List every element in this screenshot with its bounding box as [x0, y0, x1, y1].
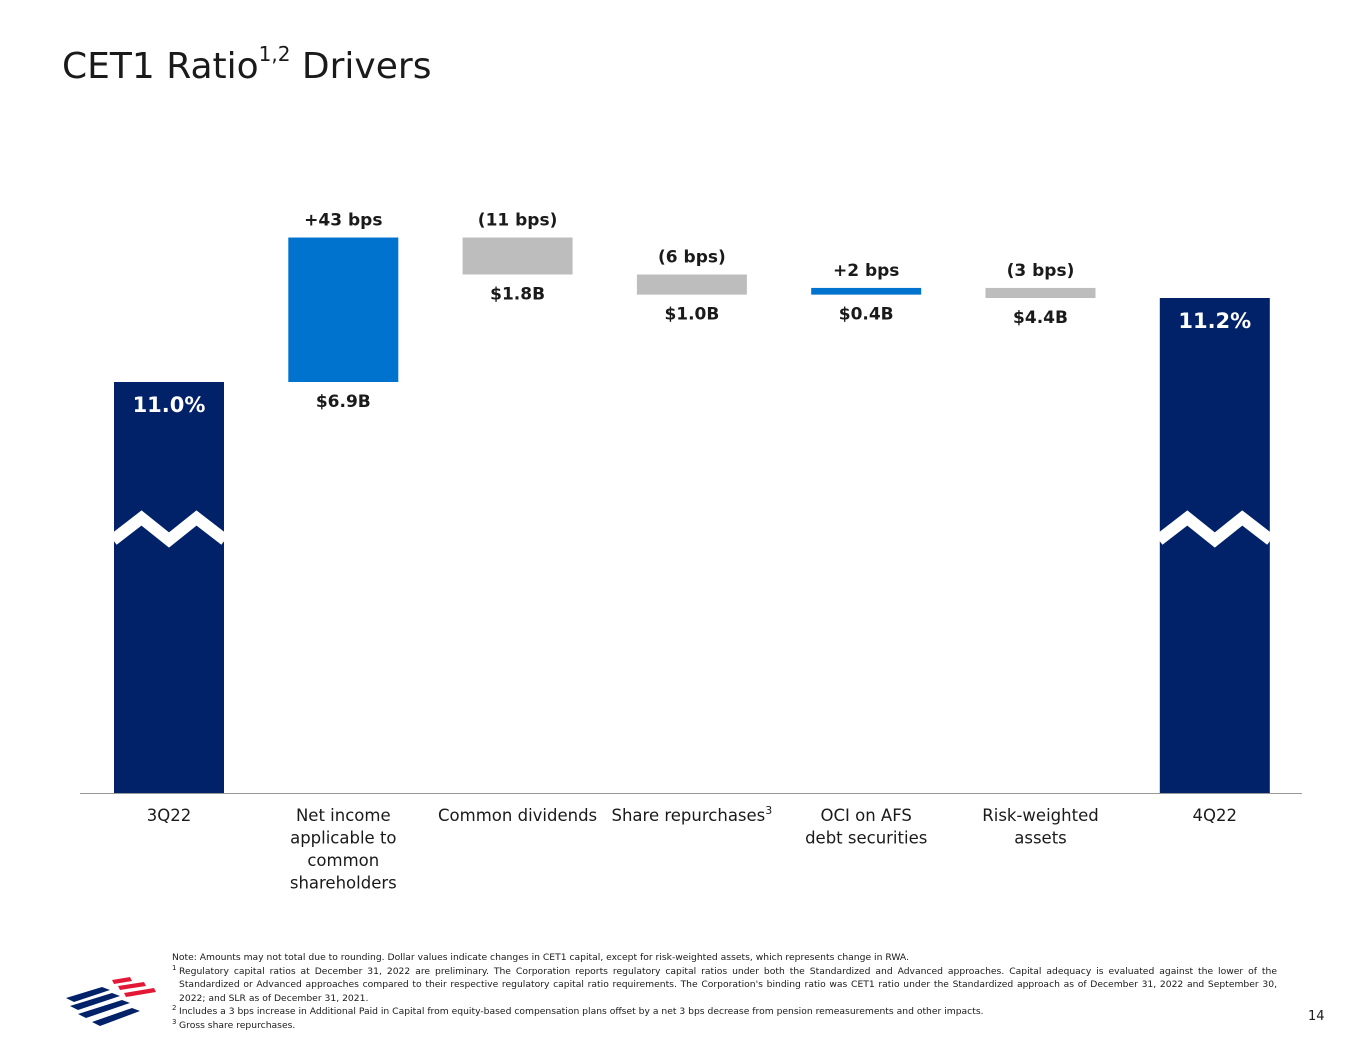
category-label-4q22-line-1: 4Q22 [1193, 806, 1237, 825]
footnotes: Note: Amounts may not total due to round… [172, 951, 1277, 1033]
category-label-step-4-line-1: OCI on AFS [821, 806, 912, 825]
flag-logo-red-stripes [112, 977, 156, 997]
bar-3q22-bar [114, 382, 224, 793]
page-title-footnote-ref: 1,2 [258, 42, 291, 66]
category-label-step-5-line-1: Risk-weighted [982, 806, 1098, 825]
step-1-change-label: +43 bps [304, 211, 382, 231]
category-label-step-4-line-2: debt securities [805, 829, 927, 848]
step-2-amount-label: $1.8B [490, 284, 545, 304]
category-label-step-5: Risk-weighted assets [982, 806, 1098, 848]
footnote-3-number: 3 [172, 1017, 177, 1026]
footnote-note: Note: Amounts may not total due to round… [172, 952, 909, 963]
category-label-3q22-line-1: 3Q22 [147, 806, 191, 825]
category-label-step-3-footnote-ref: 3 [765, 804, 772, 817]
step-4-bar [811, 287, 922, 295]
footnote-1-text: Regulatory capital ratios at December 31… [179, 965, 1277, 1004]
step-5-change-label: (3 bps) [1007, 261, 1075, 281]
bar-4q22-value-label: 11.2% [1178, 309, 1251, 333]
category-label-step-1-line-3: common [307, 851, 379, 870]
page-title-suffix: Drivers [290, 46, 432, 87]
footnote-2-text: Includes a 3 bps increase in Additional … [179, 1006, 984, 1018]
category-label-4q22: 4Q22 [1193, 806, 1237, 825]
footnote-1-number: 1 [172, 963, 177, 972]
category-label-step-2-line-1: Common dividends [438, 806, 597, 825]
category-label-step-2: Common dividends [438, 806, 597, 825]
page-title: CET1 Ratio1,2 Drivers [62, 42, 432, 87]
footnote-1: 1 Regulatory capital ratios at December 3… [172, 963, 1277, 1006]
page-number: 14 [1308, 1009, 1325, 1024]
page-title-text: CET1 Ratio [62, 46, 259, 87]
step-3-amount-label: $1.0B [664, 305, 719, 325]
bar-4q22-axis-break [1155, 510, 1275, 548]
step-1-amount-label: $6.9B [316, 392, 371, 412]
footnote-3-text: Gross share repurchases. [179, 1019, 296, 1031]
bar-3q22-value-label: 11.0% [133, 393, 206, 417]
footnote-2-number: 2 [172, 1004, 177, 1013]
footnote-2: 2 Includes a 3 bps increase in Additional… [172, 1004, 1277, 1019]
category-label-step-1-line-1: Net income [296, 806, 391, 825]
flag-logo-blue-stripes [66, 987, 140, 1026]
category-label-step-3: Share repurchases3 [612, 804, 773, 825]
step-3-change-label: (6 bps) [658, 247, 726, 267]
category-label-step-1-line-2: applicable to [290, 829, 396, 848]
category-label-step-5-line-2: assets [1014, 829, 1067, 848]
step-3-bar [636, 274, 747, 295]
footnote-3: 3 Gross share repurchases. [172, 1017, 1277, 1033]
category-label-step-1-line-4: shareholders [290, 874, 397, 893]
step-4-amount-label: $0.4B [839, 305, 894, 325]
category-label-step-4: OCI on AFS debt securities [805, 806, 927, 848]
step-4-change-label: +2 bps [833, 261, 899, 281]
step-5-amount-label: $4.4B [1013, 308, 1068, 328]
step-2-change-label: (11 bps) [478, 211, 558, 231]
category-label-step-3-line-1: Share repurchases3 [612, 804, 773, 825]
category-label-step-1: Net income applicable to common shareholder… [290, 806, 397, 893]
step-5-bar [985, 287, 1096, 298]
step-1-bar [288, 237, 399, 382]
category-label-3q22: 3Q22 [147, 806, 191, 825]
bar-3q22-axis-break [109, 510, 229, 548]
step-2-bar [462, 237, 573, 275]
bank-flag-logo [66, 977, 156, 1026]
